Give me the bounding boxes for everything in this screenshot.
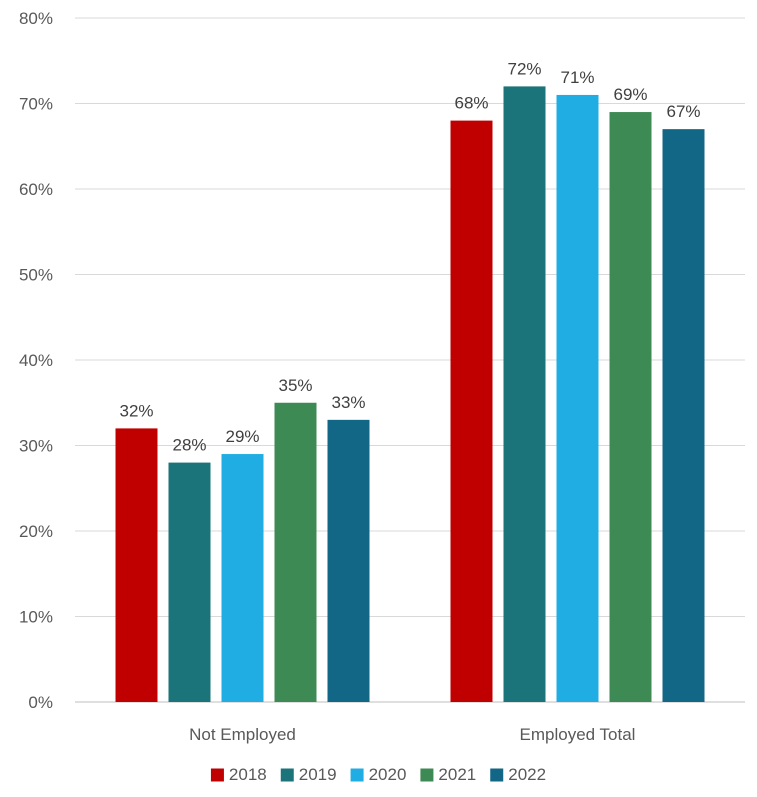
y-tick-label: 30% [19,437,53,456]
data-labels: 32% 28% 29% 35% 33% 68% 72% 71% 69% 67% [119,59,700,454]
data-label: 35% [278,376,312,395]
legend-swatch-2020 [350,768,364,782]
legend-label: 2022 [508,765,546,784]
legend-swatch-2022 [490,768,504,782]
legend-swatch-2019 [280,768,294,782]
data-label: 69% [613,85,647,104]
category-label: Not Employed [189,725,296,744]
bars [115,86,705,703]
data-label: 67% [666,102,700,121]
y-tick-label: 20% [19,522,53,541]
legend-label: 2019 [299,765,337,784]
y-tick-label: 70% [19,95,53,114]
bar-2022 [327,419,370,702]
y-tick-label: 60% [19,180,53,199]
bar-2020 [221,454,264,702]
data-label: 68% [454,94,488,113]
bar-2018 [115,428,158,702]
x-axis-category-labels: Not Employed Employed Total [189,725,635,744]
y-tick-label: 40% [19,351,53,370]
bar-2019 [168,462,211,702]
legend-swatch-2018 [210,768,224,782]
legend-label: 2021 [438,765,476,784]
y-tick-label: 10% [19,608,53,627]
data-label: 33% [331,393,365,412]
legend-label: 2018 [229,765,267,784]
y-tick-label: 80% [19,9,53,28]
data-label: 32% [119,401,153,420]
y-tick-label: 0% [28,693,53,712]
data-label: 72% [507,59,541,78]
bar-2018 [450,120,493,703]
bar-2021 [609,112,652,703]
bar-2020 [556,94,599,702]
category-label: Employed Total [520,725,636,744]
bar-2022 [662,129,705,702]
legend-label: 2020 [369,765,407,784]
data-label: 71% [560,68,594,87]
y-tick-label: 50% [19,266,53,285]
legend: 2018 2019 2020 2021 2022 [210,765,546,784]
y-axis-tick-labels: 0% 10% 20% 30% 40% 50% 60% 70% 80% [19,9,53,712]
bar-2021 [274,402,317,702]
bar-2019 [503,86,546,702]
data-label: 28% [172,436,206,455]
legend-swatch-2021 [420,768,434,782]
data-label: 29% [225,427,259,446]
